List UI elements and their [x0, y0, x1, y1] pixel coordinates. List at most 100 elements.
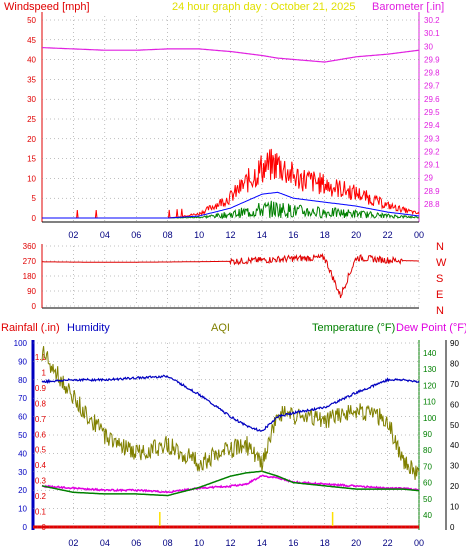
rain-y-tick-label: 1.1	[35, 353, 47, 362]
baro-y-tick-label: 30.2	[424, 16, 440, 25]
hum-y-tick-label: 80	[18, 376, 27, 385]
dew-y-tick-label: 60	[450, 400, 459, 409]
wind-low-series-line	[42, 200, 420, 220]
wind-y-tick-label: 35	[27, 75, 36, 84]
dir-y-tick-label: 180	[23, 272, 37, 281]
hum-y-tick-label: 40	[18, 449, 27, 458]
baro-y-tick-label: 28.8	[424, 200, 440, 209]
wind-y-tick-label: 30	[27, 95, 36, 104]
humidity-series-line	[41, 374, 420, 432]
temp-y-tick-label: 100	[423, 414, 437, 423]
bottom-x-tick-label: 18	[320, 538, 330, 548]
rain-y-tick-label: 1	[42, 368, 47, 377]
wind-average-series-line	[42, 191, 420, 219]
wind-direction-series-line	[42, 252, 419, 299]
aqi-series-line	[41, 346, 420, 480]
dew-y-tick-label: 0	[450, 523, 455, 532]
top-x-tick-label: 10	[194, 230, 204, 240]
baro-y-tick-label: 29	[424, 174, 433, 183]
temp-y-tick-label: 60	[423, 479, 432, 488]
dew-y-tick-label: 30	[450, 462, 459, 471]
baro-y-tick-label: 30	[424, 42, 433, 51]
graph-title: 24 hour graph day : October 21, 2025	[172, 1, 355, 13]
hum-y-tick-label: 0	[23, 523, 28, 532]
dir-y-tick-label: 90	[27, 287, 36, 296]
wind-y-tick-label: 50	[27, 16, 36, 25]
bottom-x-tick-label: 06	[131, 538, 141, 548]
bottom-x-tick-label: 00	[414, 538, 424, 548]
bottom-x-tick-label: 02	[68, 538, 78, 548]
hum-y-tick-label: 50	[18, 431, 27, 440]
dir-y-tick-label: 360	[23, 242, 37, 251]
wind-y-tick-label: 40	[27, 56, 36, 65]
rain-y-tick-label: 0.2	[35, 492, 47, 501]
dir-y-tick-label: 270	[23, 257, 37, 266]
hum-y-tick-label: 100	[14, 339, 28, 348]
top-x-tick-label: 04	[100, 230, 110, 240]
rain-y-tick-label: 0.1	[35, 508, 47, 517]
humidity-axis-title: Humidity	[67, 322, 110, 334]
rain-y-tick-label: 0.3	[35, 477, 47, 486]
wind-y-tick-label: 25	[27, 115, 36, 124]
hum-y-tick-label: 60	[18, 413, 27, 422]
temp-y-tick-label: 130	[423, 365, 437, 374]
wind-y-tick-label: 20	[27, 135, 36, 144]
top-x-tick-label: 22	[383, 230, 393, 240]
top-x-tick-label: 20	[351, 230, 361, 240]
baro-y-tick-label: 29.2	[424, 147, 440, 156]
wind-y-tick-label: 45	[27, 36, 36, 45]
rain-y-tick-label: 0.7	[35, 415, 47, 424]
dir-compass-letter: S	[436, 273, 443, 285]
baro-y-tick-label: 29.6	[424, 95, 440, 104]
dir-compass-letter: E	[436, 289, 443, 301]
rain-y-tick-label: 0.8	[35, 399, 47, 408]
rain-y-tick-label: 0	[42, 523, 47, 532]
bottom-x-tick-label: 04	[100, 538, 110, 548]
bottom-x-tick-label: 16	[288, 538, 298, 548]
bottom-x-tick-label: 14	[257, 538, 267, 548]
top-x-tick-label: 14	[257, 230, 267, 240]
dir-compass-letter: N	[436, 241, 444, 253]
bottom-x-tick-label: 22	[383, 538, 393, 548]
baro-y-tick-label: 30.1	[424, 29, 440, 38]
top-x-tick-label: 06	[131, 230, 141, 240]
temp-y-tick-label: 80	[423, 446, 432, 455]
hum-y-tick-label: 70	[18, 394, 27, 403]
temperature-axis-title: Temperature (°F)	[312, 322, 395, 334]
top-x-tick-label: 12	[225, 230, 235, 240]
rainfall-axis-title: Rainfall (.in)	[1, 322, 60, 334]
aqi-axis-title: AQI	[211, 322, 230, 334]
temp-y-tick-label: 50	[423, 495, 432, 504]
bottom-x-tick-label: 12	[225, 538, 235, 548]
top-x-tick-label: 02	[68, 230, 78, 240]
dew-y-tick-label: 10	[450, 503, 459, 512]
baro-y-tick-label: 28.9	[424, 187, 440, 196]
temp-y-tick-label: 140	[423, 349, 437, 358]
hum-y-tick-label: 10	[18, 505, 27, 514]
baro-y-tick-label: 29.5	[424, 108, 440, 117]
temperature-series-line	[41, 470, 420, 497]
wind-axis-title: Windspeed [mph]	[4, 1, 90, 13]
barometer-series-line	[42, 47, 420, 63]
rain-y-tick-label: 0.5	[35, 446, 47, 455]
dew-y-tick-label: 50	[450, 421, 459, 430]
dir-compass-letter: N	[436, 305, 444, 317]
dew-point-series-line	[41, 474, 420, 494]
hum-y-tick-label: 90	[18, 357, 27, 366]
dew-y-tick-label: 20	[450, 482, 459, 491]
bottom-x-tick-label: 10	[194, 538, 204, 548]
hum-y-tick-label: 20	[18, 486, 27, 495]
baro-y-tick-label: 29.1	[424, 161, 440, 170]
baro-y-tick-label: 29.4	[424, 121, 440, 130]
barometer-axis-title: Barometer [.in]	[372, 1, 444, 13]
dew-y-tick-label: 40	[450, 441, 459, 450]
top-x-tick-label: 16	[288, 230, 298, 240]
temp-y-tick-label: 40	[423, 511, 432, 520]
dir-y-tick-label: 0	[32, 302, 37, 311]
rain-y-tick-label: 0.4	[35, 461, 47, 470]
temp-y-tick-label: 70	[423, 462, 432, 471]
hum-y-tick-label: 30	[18, 468, 27, 477]
temp-y-tick-label: 120	[423, 381, 437, 390]
wind-y-tick-label: 5	[32, 194, 37, 203]
